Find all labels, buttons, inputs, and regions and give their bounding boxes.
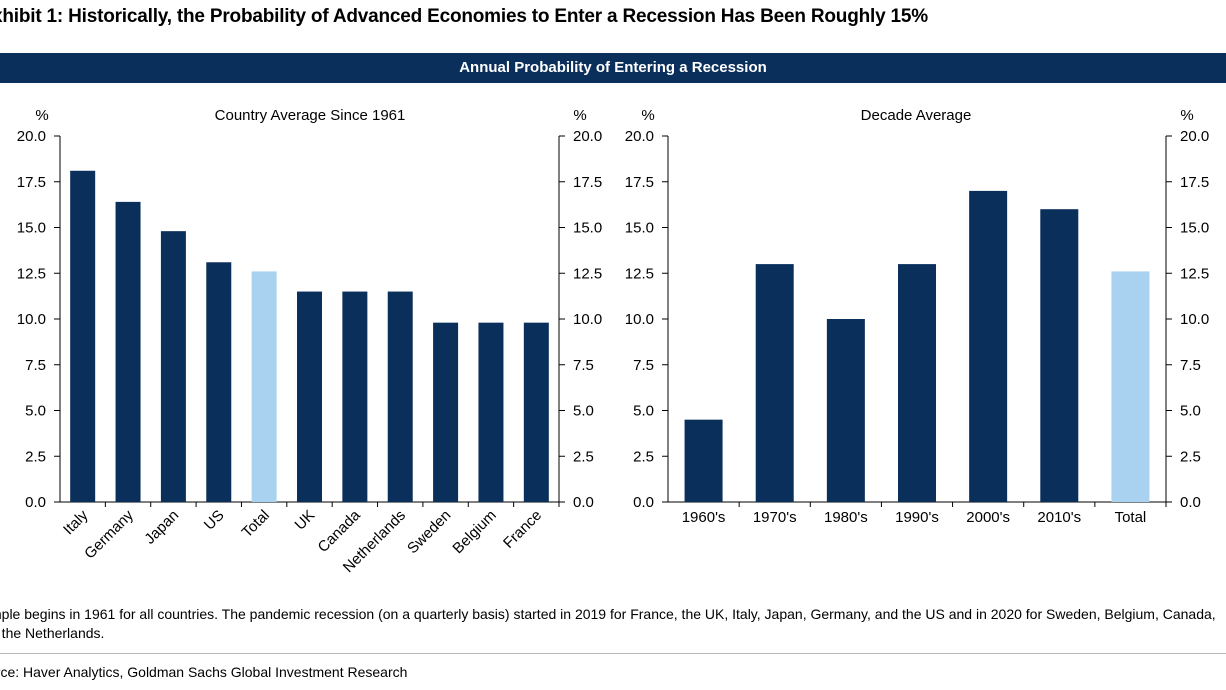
- exhibit-title: xhibit 1: Historically, the Probability …: [0, 6, 928, 27]
- country-bar-us: [206, 262, 232, 502]
- decade-right-tick-label: 12.5: [1180, 265, 1209, 282]
- decade-right-tick-label: 7.5: [1180, 357, 1201, 374]
- country-category-label: France: [500, 507, 545, 552]
- decade-right-tick-label: 5.0: [1180, 403, 1201, 420]
- country-chart-title: Country Average Since 1961: [215, 107, 406, 124]
- decade-left-tick-label: 5.0: [633, 403, 654, 420]
- country-category-label: Italy: [60, 506, 92, 538]
- footnote: mple begins in 1961 for all countries. T…: [0, 606, 1216, 641]
- decade-left-tick-label: 7.5: [633, 357, 654, 374]
- decade-right-axis-unit: %: [1180, 107, 1193, 124]
- country-bar-germany: [115, 201, 141, 502]
- country-category-label: UK: [292, 507, 319, 534]
- divider: [0, 653, 1226, 654]
- country-bar-uk: [297, 291, 322, 502]
- country-right-tick-label: 2.5: [573, 448, 594, 465]
- country-right-tick-label: 7.5: [573, 357, 594, 374]
- decade-bar-2010s: [1040, 209, 1079, 502]
- decade-left-axis-unit: %: [641, 107, 654, 124]
- decade-bar-1970s: [755, 264, 794, 502]
- country-left-tick-label: 20.0: [17, 128, 46, 145]
- decade-left-tick-label: 20.0: [625, 128, 654, 145]
- decade-right-tick-label: 0.0: [1180, 494, 1201, 511]
- country-right-tick-label: 10.0: [573, 311, 602, 328]
- country-bar-canada: [342, 291, 368, 502]
- decade-left-tick-label: 2.5: [633, 448, 654, 465]
- country-right-tick-label: 5.0: [573, 403, 594, 420]
- decade-left-tick-label: 12.5: [625, 265, 654, 282]
- decade-bar-1980s: [826, 319, 865, 502]
- country-left-tick-label: 5.0: [25, 403, 46, 420]
- decade-right-tick-label: 20.0: [1180, 128, 1209, 145]
- decade-category-label: 2000's: [966, 509, 1010, 526]
- country-bar-netherlands: [387, 291, 413, 502]
- decade-bar-2000s: [969, 190, 1008, 502]
- country-bar-italy: [70, 170, 96, 502]
- decade-bar-1990s: [898, 264, 936, 502]
- decade-category-label: 1970's: [753, 509, 797, 526]
- decade-chart-title: Decade Average: [861, 107, 972, 124]
- decade-right-tick-label: 17.5: [1180, 174, 1209, 191]
- source-note: urce: Haver Analytics, Goldman Sachs Glo…: [0, 664, 408, 680]
- country-bar-sweden: [433, 322, 459, 502]
- country-left-axis-unit: %: [35, 107, 48, 124]
- country-category-label: US: [201, 507, 228, 534]
- decade-right-tick-label: 10.0: [1180, 311, 1209, 328]
- decade-category-label: 1960's: [682, 509, 726, 526]
- country-left-tick-label: 7.5: [25, 357, 46, 374]
- decade-category-label: 1990's: [895, 509, 939, 526]
- country-right-axis-unit: %: [573, 107, 586, 124]
- chart-banner-title: Annual Probability of Entering a Recessi…: [459, 59, 767, 76]
- country-left-tick-label: 0.0: [25, 494, 46, 511]
- country-bar-total: [251, 271, 277, 502]
- country-right-tick-label: 17.5: [573, 174, 602, 191]
- decade-category-label: Total: [1115, 509, 1147, 526]
- decade-category-label: 1980's: [824, 509, 868, 526]
- country-category-label: Total: [239, 507, 273, 541]
- country-category-label: Germany: [81, 506, 137, 562]
- country-bar-japan: [160, 231, 186, 502]
- decade-right-tick-label: 15.0: [1180, 220, 1209, 237]
- country-right-tick-label: 15.0: [573, 220, 602, 237]
- country-left-tick-label: 12.5: [17, 265, 46, 282]
- country-right-tick-label: 0.0: [573, 494, 594, 511]
- decade-left-tick-label: 15.0: [625, 220, 654, 237]
- decade-category-label: 2010's: [1037, 509, 1081, 526]
- country-bar-france: [523, 322, 549, 502]
- decade-left-tick-label: 0.0: [633, 494, 654, 511]
- country-left-tick-label: 15.0: [17, 220, 46, 237]
- country-bar-belgium: [478, 322, 504, 502]
- country-left-tick-label: 10.0: [17, 311, 46, 328]
- decade-bar-1960s: [684, 419, 723, 502]
- country-right-tick-label: 20.0: [573, 128, 602, 145]
- chart-banner: Annual Probability of Entering a Recessi…: [0, 53, 1226, 83]
- decade-left-tick-label: 17.5: [625, 174, 654, 191]
- country-category-label: Japan: [141, 507, 182, 548]
- decade-bar-total: [1111, 271, 1150, 502]
- decade-right-tick-label: 2.5: [1180, 448, 1201, 465]
- country-category-label: Belgium: [449, 507, 499, 557]
- country-right-tick-label: 12.5: [573, 265, 602, 282]
- country-left-tick-label: 2.5: [25, 448, 46, 465]
- country-category-label: Sweden: [404, 507, 454, 557]
- decade-left-tick-label: 10.0: [625, 311, 654, 328]
- country-left-tick-label: 17.5: [17, 174, 46, 191]
